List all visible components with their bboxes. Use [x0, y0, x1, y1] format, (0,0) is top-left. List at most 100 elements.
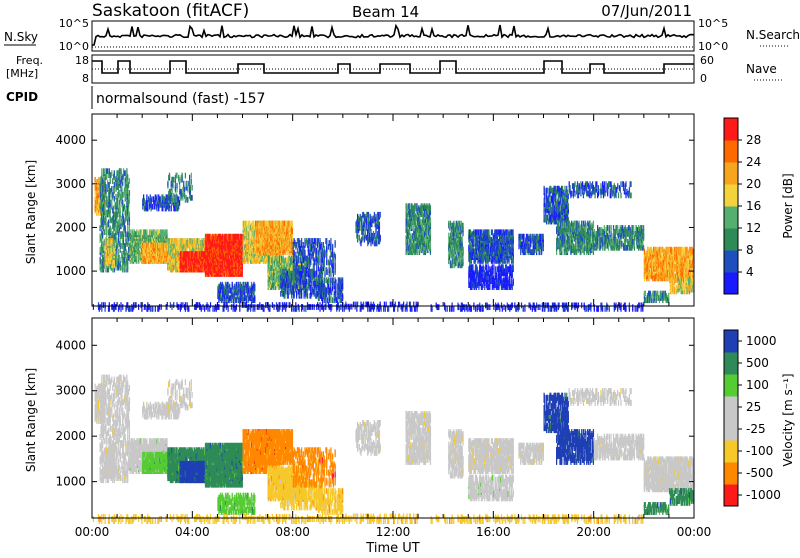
power-cell	[169, 173, 170, 179]
search-label: N.Search	[746, 28, 800, 42]
power-cell	[184, 187, 185, 193]
power-cell	[104, 168, 105, 174]
power-cell	[110, 178, 111, 184]
freq-tick-top: 18	[75, 54, 89, 67]
power-cell	[191, 179, 192, 185]
power-cell	[166, 229, 167, 235]
power-cell	[176, 183, 177, 189]
power-cell	[254, 295, 255, 301]
power-cell	[171, 206, 172, 212]
sky-label: N.Sky	[4, 30, 38, 44]
power-cell	[183, 181, 184, 187]
power-cell	[129, 178, 130, 184]
power-cell	[111, 170, 112, 176]
power-cell	[185, 173, 186, 179]
power-cell	[120, 265, 121, 271]
power-data	[93, 168, 695, 311]
power-cell	[136, 258, 137, 264]
power-cell	[105, 184, 106, 190]
power-cell	[122, 200, 123, 206]
power-cell	[116, 237, 117, 243]
freq-label-2: [MHz]	[6, 67, 38, 80]
power-cell	[187, 197, 188, 203]
sky-tick-bottom-left: 10^0	[59, 40, 89, 53]
power-cell	[114, 170, 115, 176]
power-cell	[114, 182, 115, 188]
power-cell	[171, 189, 172, 195]
power-cell	[114, 196, 115, 202]
power-cell	[120, 243, 121, 249]
power-cell	[124, 204, 125, 210]
sky-noise-line	[92, 25, 694, 45]
power-cell	[105, 200, 106, 206]
power-cell	[171, 195, 172, 201]
power-cell	[111, 186, 112, 192]
sky-noise-panel: N.Sky 10^5 10^0 10^5 10^0 N.Search	[4, 17, 800, 53]
power-cell	[105, 206, 106, 212]
power-cell	[114, 240, 115, 246]
power-cell	[173, 177, 174, 183]
freq-label-1: Freq.	[16, 54, 43, 67]
sky-tick-bottom-right: 10^0	[698, 40, 728, 53]
freq-tick-bottom: 8	[82, 72, 89, 85]
power-cell	[146, 194, 147, 200]
power-cell	[104, 229, 105, 235]
power-cell	[176, 173, 177, 179]
power-cell	[248, 282, 249, 288]
power-cell	[110, 227, 111, 233]
power-cell	[126, 168, 127, 174]
sky-tick-top-right: 10^5	[698, 17, 728, 30]
power-cell	[292, 221, 293, 227]
power-cell	[122, 267, 123, 273]
power-cell	[192, 185, 193, 191]
power-cell	[125, 170, 126, 176]
power-cell	[108, 220, 109, 226]
power-cell	[129, 212, 130, 218]
power-cell	[151, 196, 152, 202]
station-title: Saskatoon (fitACF)	[92, 1, 249, 21]
power-cell	[102, 231, 103, 237]
power-cell	[110, 216, 111, 222]
power-cell	[127, 225, 128, 231]
power-cell	[173, 193, 174, 199]
power-cell	[179, 177, 180, 183]
power-cell	[106, 174, 107, 180]
power-cell	[179, 200, 180, 206]
power-cell	[182, 173, 183, 179]
cpid-value: normalsound (fast) -157	[96, 91, 265, 107]
sky-tick-top-left: 10^5	[59, 17, 89, 30]
power-cell	[123, 233, 124, 239]
power-cell	[101, 168, 102, 174]
beam-title: Beam 14	[352, 3, 419, 21]
frequency-panel: Freq. [MHz] 18 8 60 0 Nave	[6, 54, 784, 85]
power-cell	[111, 200, 112, 206]
power-cell	[191, 173, 192, 179]
power-cell	[152, 204, 153, 210]
power-cell	[113, 206, 114, 212]
power-cell	[120, 208, 121, 214]
power-cell	[116, 249, 117, 255]
power-cell	[187, 181, 188, 187]
power-cell	[233, 286, 234, 292]
power-cell	[189, 175, 190, 181]
power-cell	[125, 225, 126, 231]
frequency-line	[92, 61, 694, 73]
power-cell	[192, 195, 193, 201]
power-cell	[127, 174, 128, 180]
power-cell	[242, 271, 243, 277]
nave-tick-top: 60	[700, 54, 714, 67]
power-cell	[95, 177, 96, 183]
power-cell	[125, 231, 126, 237]
power-cell	[177, 197, 178, 203]
power-cell	[254, 284, 255, 290]
power-cell	[160, 196, 161, 202]
power-cell	[120, 168, 121, 174]
nave-label: Nave	[746, 62, 777, 76]
power-cell	[105, 216, 106, 222]
power-cell	[167, 181, 168, 187]
power-cell	[119, 255, 120, 261]
power-cell	[129, 198, 130, 204]
